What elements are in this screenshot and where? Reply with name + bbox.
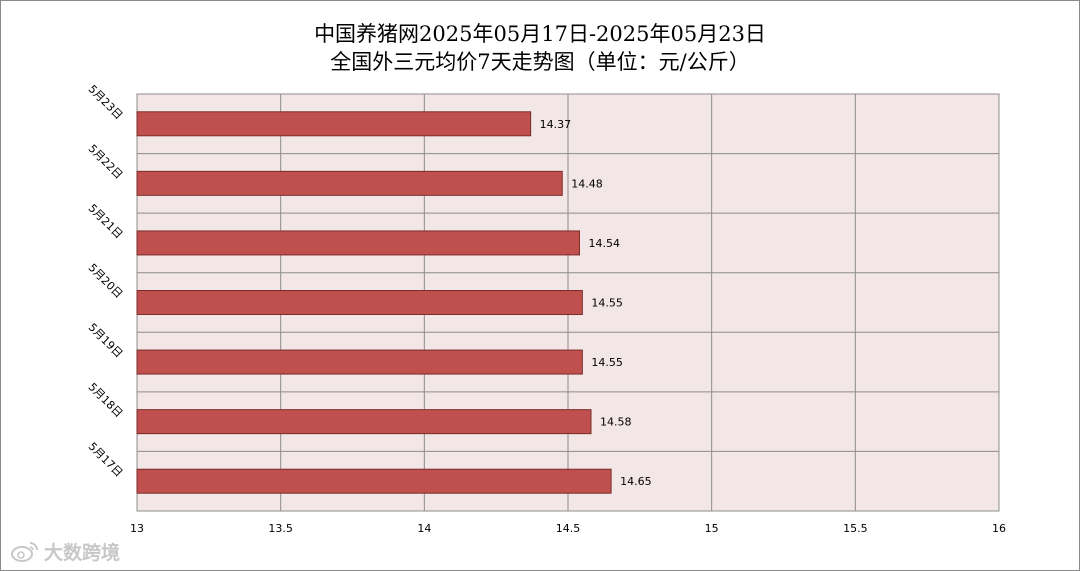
data-label: 14.37 [540, 118, 572, 131]
category-label: 5月19日 [86, 321, 126, 361]
data-label: 14.58 [600, 416, 632, 429]
x-tick-label: 14.5 [556, 522, 581, 535]
bar [136, 230, 580, 256]
data-label: 14.48 [571, 177, 603, 190]
category-label: 5月22日 [86, 142, 126, 182]
x-tick-label: 14 [417, 522, 431, 535]
x-tick-label: 13.5 [268, 522, 293, 535]
watermark: 大数跨境 [10, 538, 120, 564]
bar [136, 170, 563, 196]
data-label: 14.65 [620, 475, 652, 488]
x-tick-label: 15.5 [843, 522, 868, 535]
weibo-logo-icon [11, 542, 38, 562]
x-tick-label: 15 [705, 522, 719, 535]
category-label: 5月23日 [86, 83, 126, 123]
bar [136, 468, 612, 494]
data-label: 14.55 [591, 356, 623, 369]
data-label: 14.55 [591, 297, 623, 310]
bar [136, 409, 592, 435]
chart-subtitle: 全国外三元均价7天走势图（单位：元/公斤） [330, 50, 750, 74]
category-label: 5月20日 [86, 261, 126, 301]
chart-title: 中国养猪网2025年05月17日-2025年05月23日 [314, 22, 766, 46]
bar [136, 111, 532, 137]
bar [136, 349, 583, 375]
category-label: 5月17日 [86, 440, 126, 480]
x-tick-label: 13 [130, 522, 144, 535]
x-tick-label: 16 [992, 522, 1006, 535]
bar [136, 290, 583, 315]
watermark-text: 大数跨境 [44, 541, 121, 564]
category-label: 5月21日 [86, 202, 126, 242]
data-label: 14.54 [588, 237, 620, 250]
category-label: 5月18日 [86, 380, 126, 420]
